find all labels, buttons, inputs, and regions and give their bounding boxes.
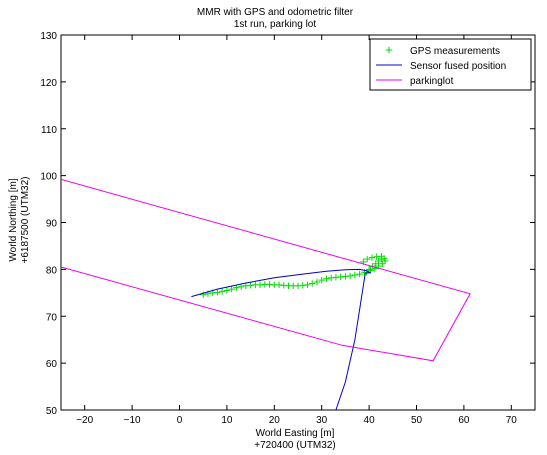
y-tick-label: 90 xyxy=(46,219,58,230)
series-line-sensor-fused-position xyxy=(191,268,372,410)
y-tick-label: 80 xyxy=(46,265,58,276)
y-tick-label: 50 xyxy=(46,406,58,417)
x-tick-label: 30 xyxy=(316,415,328,426)
data-point xyxy=(351,271,359,279)
data-point xyxy=(237,283,245,290)
data-point xyxy=(318,276,325,284)
data-point xyxy=(368,254,376,261)
x-tick-label: 10 xyxy=(221,415,233,426)
y-tick-label: 60 xyxy=(46,359,58,370)
chart-title: MMR with GPS and odometric filter xyxy=(197,7,354,18)
y-axis-label-offset: +6187500 (UTM32) xyxy=(20,177,31,264)
data-point xyxy=(379,260,386,267)
legend: GPS measurements Sensor fused position par… xyxy=(369,38,532,91)
data-point xyxy=(346,272,354,280)
legend-label: GPS measurements xyxy=(410,46,500,57)
data-point xyxy=(223,287,231,294)
data-point xyxy=(309,280,316,287)
data-point xyxy=(313,278,321,286)
y-tick-label: 110 xyxy=(41,125,57,136)
x-axis-label-offset: +720400 (UTM32) xyxy=(254,440,335,451)
data-point xyxy=(304,281,311,289)
y-axis-label: World Northing [m] xyxy=(8,178,19,261)
legend-label: parkinglot xyxy=(410,76,454,87)
y-axis: 50 60 70 80 90 100 110 120 130 xyxy=(40,31,535,417)
data-point xyxy=(378,253,385,260)
data-point xyxy=(356,270,363,278)
data-point xyxy=(364,255,371,263)
data-point xyxy=(214,289,221,296)
legend-swatch xyxy=(385,46,393,54)
legend-label: Sensor fused position xyxy=(410,61,506,72)
plot-area xyxy=(60,34,536,411)
data-point xyxy=(200,291,207,298)
data-point xyxy=(371,265,378,272)
y-tick-label: 130 xyxy=(40,31,57,42)
data-point xyxy=(218,288,226,295)
data-point xyxy=(228,285,235,293)
chart-subtitle: 1st run, parking lot xyxy=(234,19,316,30)
series-group xyxy=(61,178,471,410)
x-tick-label: 0 xyxy=(177,415,183,426)
y-tick-label: 100 xyxy=(40,172,57,183)
x-tick-label: 60 xyxy=(458,415,470,426)
y-tick-label: 70 xyxy=(46,312,58,323)
x-axis-label: World Easting [m] xyxy=(256,428,335,439)
x-axis: −20 −10 0 10 20 30 40 50 60 70 xyxy=(76,35,517,426)
data-point xyxy=(382,257,389,265)
x-tick-label: −10 xyxy=(124,415,141,426)
x-tick-label: 20 xyxy=(269,415,281,426)
x-tick-label: 50 xyxy=(411,415,423,426)
series-line-parkinglot xyxy=(61,178,471,362)
plot-frame xyxy=(60,34,536,411)
x-tick-label: 40 xyxy=(364,415,376,426)
y-tick-label: 120 xyxy=(40,78,57,89)
x-tick-label: −20 xyxy=(76,415,93,426)
x-tick-label: 70 xyxy=(506,415,518,426)
data-point xyxy=(323,275,330,282)
data-point xyxy=(365,266,373,273)
